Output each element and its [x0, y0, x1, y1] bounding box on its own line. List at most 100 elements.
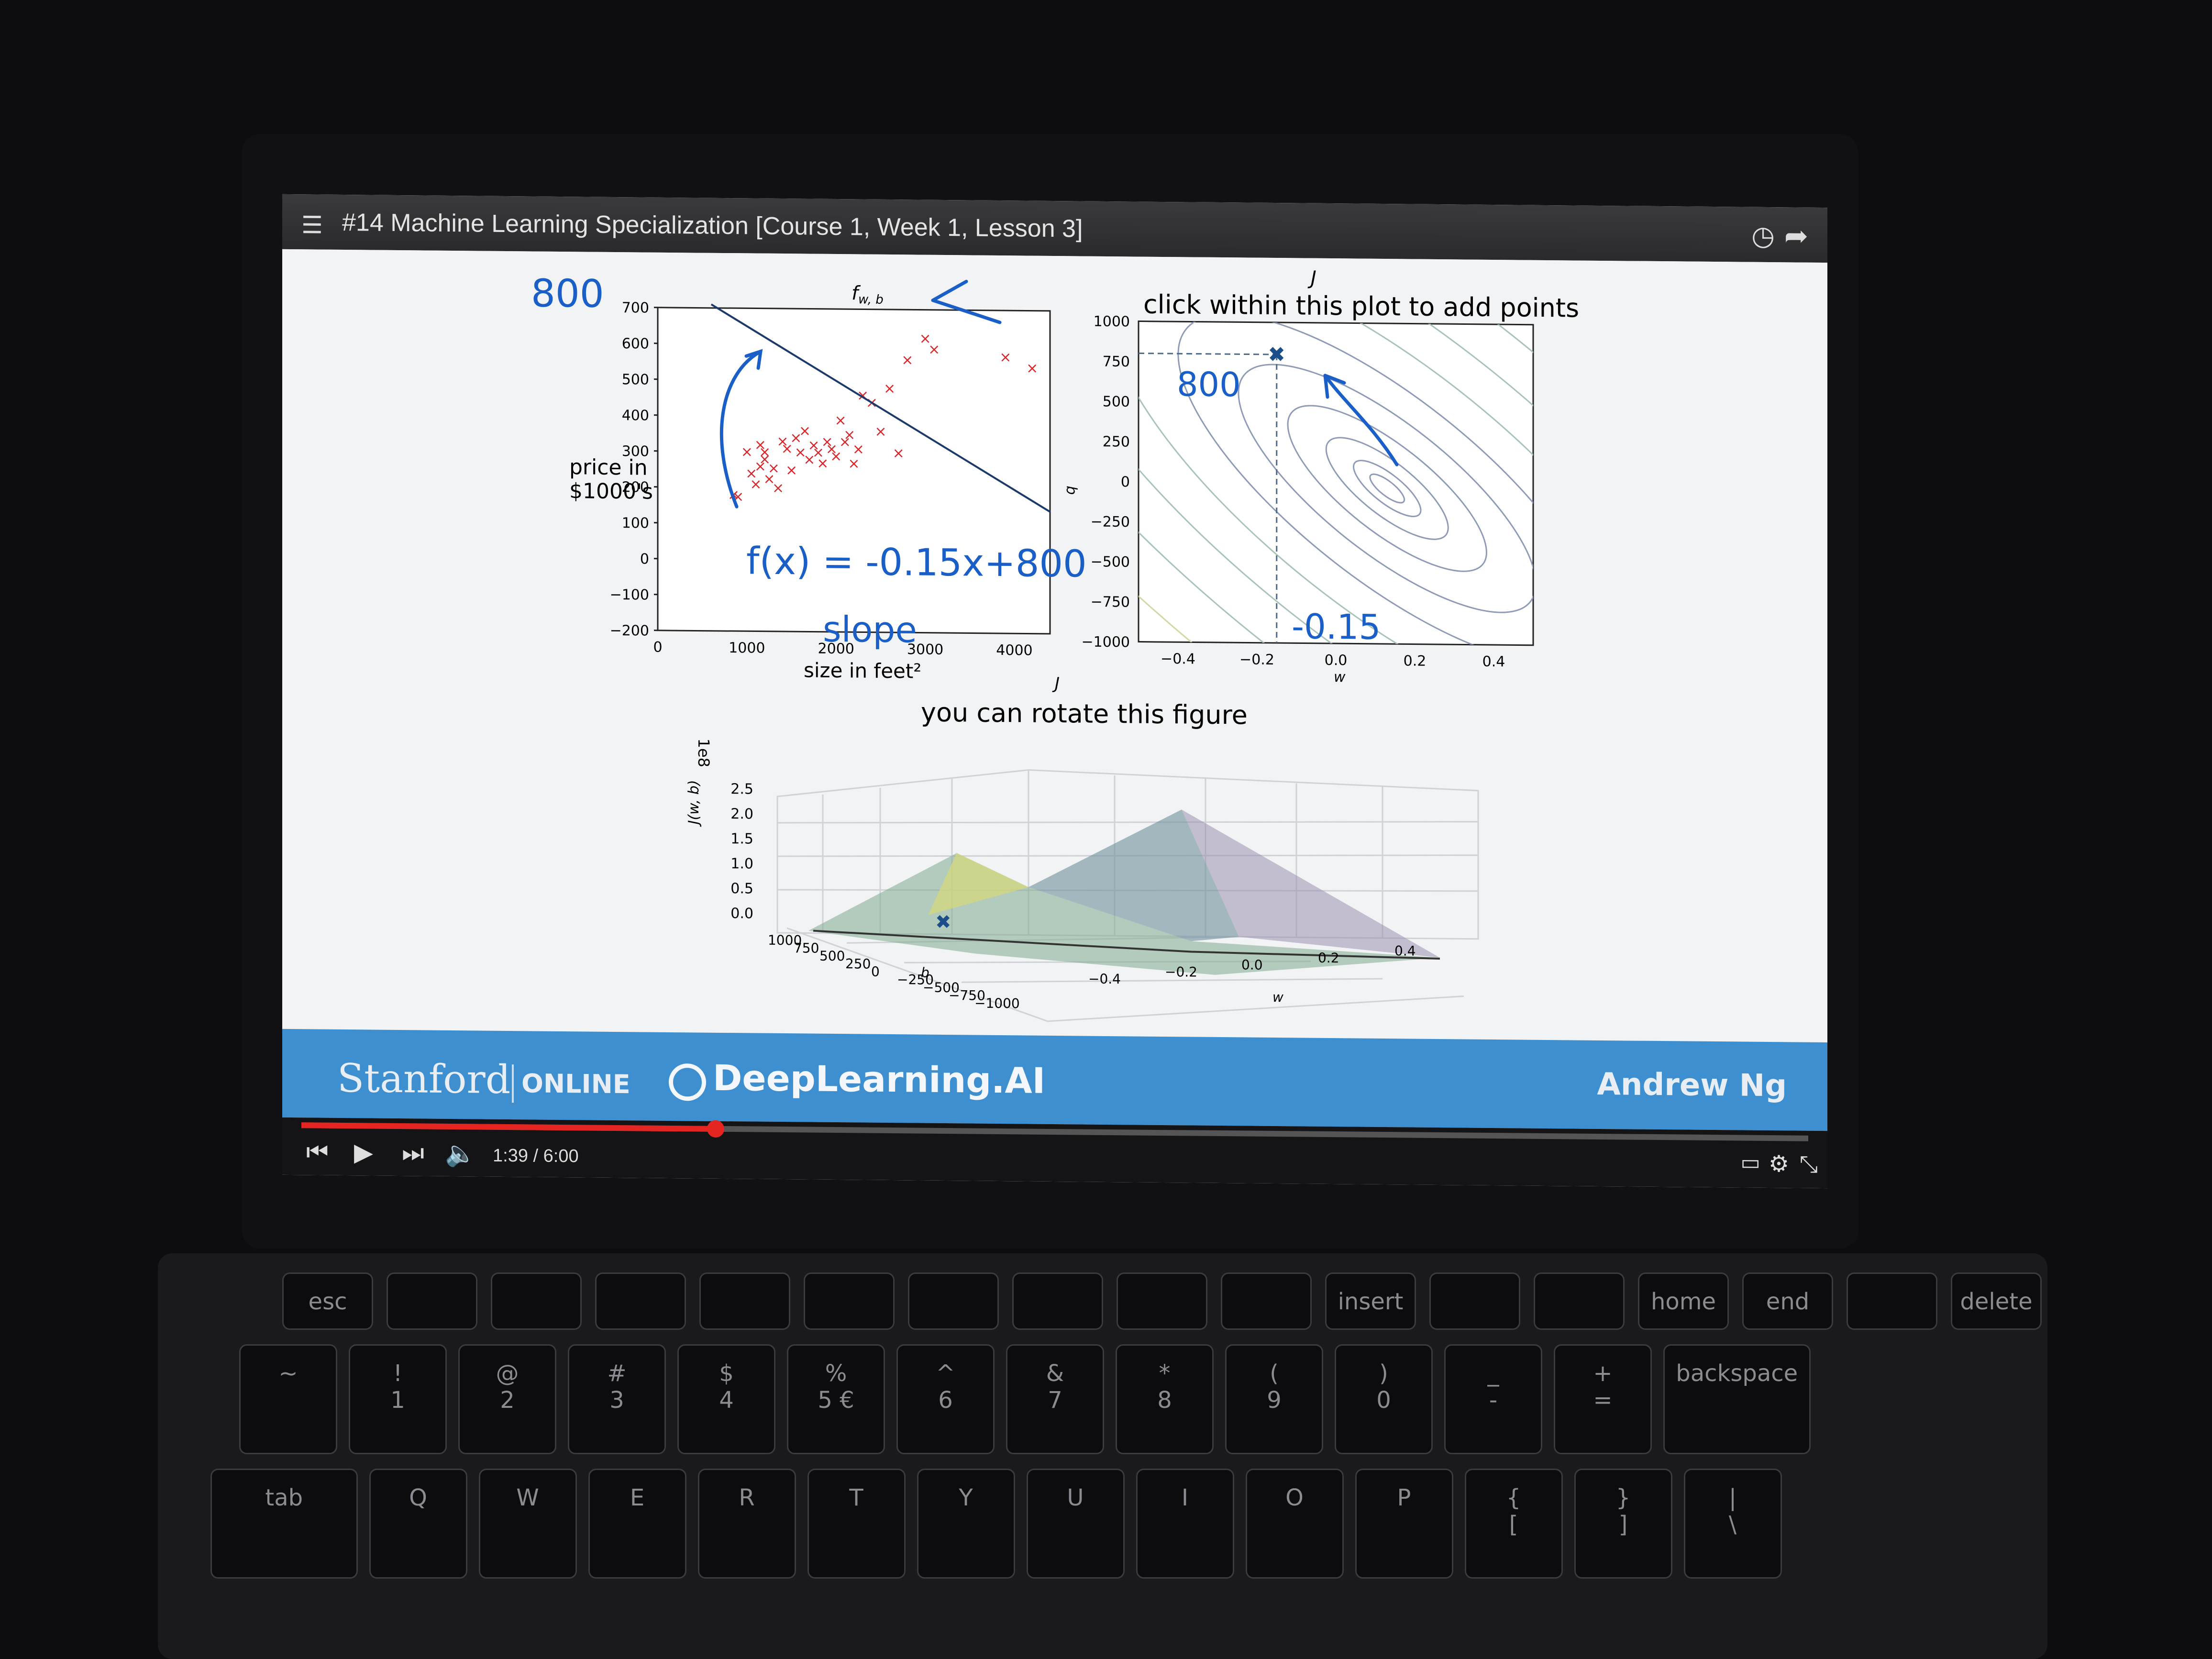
data-point: ×: [999, 349, 1011, 365]
fn-key-9[interactable]: [1221, 1272, 1312, 1330]
number-key-10[interactable]: ) 0: [1335, 1344, 1433, 1454]
fn-key-16[interactable]: delete: [1951, 1272, 2042, 1330]
handwritten-contour-800: 800: [1177, 365, 1241, 404]
number-key-9[interactable]: ( 9: [1225, 1344, 1323, 1454]
fn-key-5[interactable]: [804, 1272, 895, 1330]
data-point: ×: [795, 444, 807, 461]
number-key-6[interactable]: ^ 6: [896, 1344, 995, 1454]
number-key-1[interactable]: ! 1: [349, 1344, 447, 1454]
letter-key-7[interactable]: U: [1026, 1469, 1125, 1579]
data-point: ×: [754, 437, 766, 453]
number-key-4[interactable]: $ 4: [677, 1344, 775, 1454]
letter-key-11[interactable]: { [: [1464, 1469, 1563, 1579]
clock-icon[interactable]: ◷: [1751, 220, 1775, 252]
letter-key-6[interactable]: Y: [917, 1469, 1015, 1579]
data-point: ×: [893, 445, 905, 462]
contour-level: [1238, 364, 1533, 613]
surface-wticks: −0.4 −0.2 0.0 0.2 0.4: [1088, 943, 1416, 987]
fn-key-6[interactable]: [908, 1272, 999, 1330]
share-icon[interactable]: ➦: [1784, 219, 1808, 253]
contour-ytick: −250: [1091, 513, 1130, 531]
contour-guide-horizontal: [1139, 353, 1277, 355]
surface-btick: 250: [845, 956, 871, 972]
progress-scrubber[interactable]: [707, 1120, 725, 1138]
exit-fullscreen-icon[interactable]: ⤡: [1799, 1150, 1818, 1178]
playlist-icon[interactable]: ☰: [301, 211, 323, 239]
contour-xtick: 0.0: [1325, 652, 1348, 669]
letter-key-2[interactable]: W: [478, 1469, 577, 1579]
surface-j-label: J: [1052, 674, 1060, 693]
number-key-11[interactable]: _ -: [1444, 1344, 1542, 1454]
contour-marker[interactable]: ✖: [1268, 343, 1285, 367]
surface-btick: 0: [871, 964, 880, 980]
fn-key-15[interactable]: [1847, 1272, 1937, 1330]
letter-key-12[interactable]: } ]: [1574, 1469, 1672, 1579]
video-title[interactable]: #14 Machine Learning Specialization [Cou…: [342, 208, 1083, 243]
scatter-xtick: 2000: [818, 641, 854, 658]
settings-icon[interactable]: ⚙: [1768, 1150, 1789, 1178]
number-key-0[interactable]: ~: [239, 1344, 337, 1454]
volume-icon[interactable]: 🔈: [445, 1139, 476, 1169]
data-point: ×: [812, 444, 824, 461]
surface-scale-label: 1e8: [695, 738, 713, 767]
letter-key-4[interactable]: R: [697, 1469, 796, 1579]
fn-key-3[interactable]: [595, 1272, 686, 1330]
data-point: ×: [848, 455, 860, 472]
number-key-3[interactable]: # 3: [568, 1344, 666, 1454]
fn-key-2[interactable]: [491, 1272, 582, 1330]
letter-key-5[interactable]: T: [807, 1469, 906, 1579]
number-key-12[interactable]: + =: [1554, 1344, 1652, 1454]
scatter-ytick: 100: [622, 515, 649, 531]
fn-key-0[interactable]: esc: [282, 1272, 373, 1330]
fn-key-7[interactable]: [1012, 1272, 1103, 1330]
subtitles-icon[interactable]: ▭: [1740, 1150, 1760, 1175]
fn-key-13[interactable]: home: [1638, 1272, 1729, 1330]
number-key-8[interactable]: * 8: [1116, 1344, 1214, 1454]
contour-level: [1369, 473, 1405, 504]
fn-key-4[interactable]: [699, 1272, 790, 1330]
fn-key-8[interactable]: [1117, 1272, 1207, 1330]
letter-key-13[interactable]: | \: [1683, 1469, 1782, 1579]
number-key-2[interactable]: @ 2: [458, 1344, 556, 1454]
data-point: ×: [826, 441, 838, 457]
surface-wlabel: w: [1272, 989, 1283, 1005]
surface-wtick: 0.4: [1394, 943, 1416, 959]
surface-right-face: [1182, 809, 1440, 958]
fit-line: [710, 303, 1051, 513]
letter-key-0[interactable]: tab: [210, 1469, 358, 1579]
fn-key-10[interactable]: insert: [1325, 1272, 1416, 1330]
letter-key-8[interactable]: I: [1136, 1469, 1234, 1579]
next-icon[interactable]: ⏭: [402, 1139, 424, 1168]
number-key-13[interactable]: backspace: [1663, 1344, 1811, 1454]
previous-icon[interactable]: ⏮: [306, 1138, 329, 1167]
surface-edge: [813, 929, 1440, 960]
data-point: ×: [928, 341, 940, 358]
video-time: 1:39 / 6:00: [493, 1145, 579, 1167]
fn-key-12[interactable]: [1534, 1272, 1625, 1330]
letter-key-3[interactable]: E: [588, 1469, 686, 1579]
data-point: ×: [839, 434, 851, 451]
scatter-ylabel-line2: $1000's: [569, 479, 653, 504]
data-point: ×: [754, 458, 766, 475]
scatter-ytick: 500: [622, 371, 649, 388]
data-point: ×: [759, 444, 771, 461]
letter-key-10[interactable]: P: [1355, 1469, 1453, 1579]
number-key-7[interactable]: & 7: [1006, 1344, 1104, 1454]
fn-key-14[interactable]: end: [1742, 1272, 1833, 1330]
number-key-5[interactable]: % 5 €: [787, 1344, 885, 1454]
surface-ztick: 1.0: [730, 855, 753, 872]
data-point: ×: [852, 441, 864, 458]
data-point: ×: [772, 480, 784, 497]
handwritten-intercept-mark: [931, 279, 1002, 324]
data-point: ×: [803, 451, 815, 468]
surface-ztick: 1.5: [730, 830, 753, 847]
fn-key-1[interactable]: [387, 1272, 477, 1330]
contour-xtick: −0.2: [1239, 651, 1274, 668]
letter-key-1[interactable]: Q: [369, 1469, 467, 1579]
play-icon[interactable]: ▶: [354, 1138, 373, 1167]
fn-key-11[interactable]: [1429, 1272, 1520, 1330]
data-point: ×: [768, 460, 780, 477]
letter-key-9[interactable]: O: [1245, 1469, 1344, 1579]
surface-marker[interactable]: ✖: [935, 911, 951, 933]
